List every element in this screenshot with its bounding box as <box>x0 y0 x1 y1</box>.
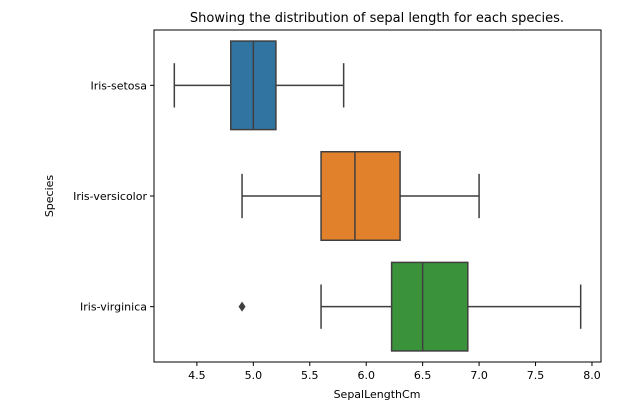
boxes <box>173 40 582 352</box>
x-tick-label: 5.5 <box>301 369 319 382</box>
y-tick-label: Iris-virginica <box>80 301 147 314</box>
x-tick-label: 8.0 <box>583 369 601 382</box>
x-tick-label: 7.0 <box>470 369 488 382</box>
box-group-iris-versicolor <box>241 150 480 242</box>
box-iqr <box>390 261 469 352</box>
x-axis-ticks: 4.5 5.0 5.5 6.0 6.5 7.0 7.5 8.0 <box>188 362 601 382</box>
y-axis-label: Species <box>43 175 56 218</box>
box-iqr <box>320 150 401 242</box>
box-group-iris-setosa <box>173 40 345 131</box>
x-axis-label: SepalLengthCm <box>334 388 421 401</box>
y-tick-label: Iris-versicolor <box>73 190 147 203</box>
x-tick-label: 6.5 <box>414 369 432 382</box>
x-tick-label: 5.0 <box>245 369 263 382</box>
y-tick-label: Iris-setosa <box>90 79 147 92</box>
x-tick-label: 4.5 <box>188 369 206 382</box>
box-group-iris-virginica <box>238 261 582 352</box>
y-axis-ticks: Iris-setosa Iris-versicolor Iris-virginica <box>73 79 154 314</box>
x-tick-label: 7.5 <box>527 369 545 382</box>
chart-title: Showing the distribution of sepal length… <box>190 11 564 26</box>
outlier-point <box>238 301 246 312</box>
x-tick-label: 6.0 <box>357 369 375 382</box>
